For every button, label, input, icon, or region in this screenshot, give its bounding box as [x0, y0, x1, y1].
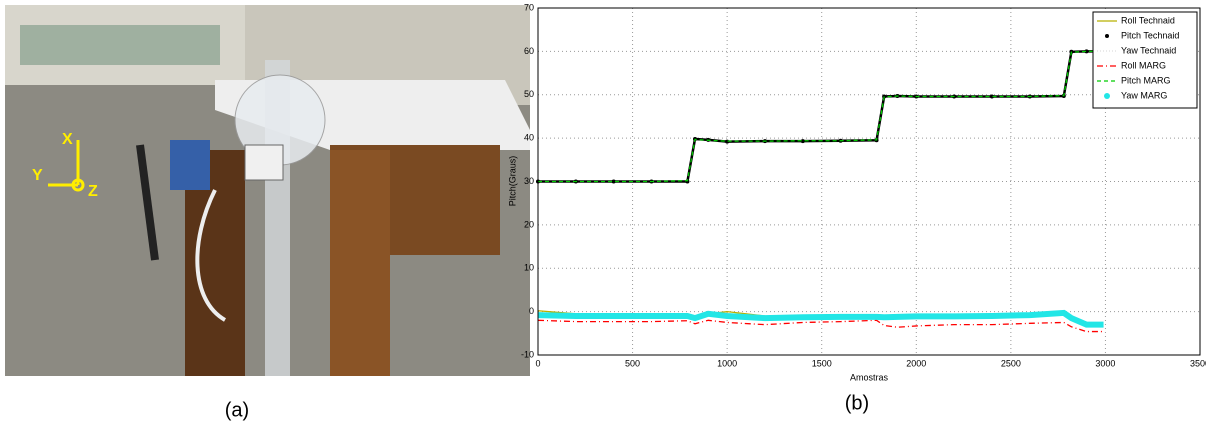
x-axis-label: Amostras [850, 372, 889, 382]
y-tick-label: -10 [521, 349, 534, 359]
caption: (a) [225, 399, 249, 421]
legend-swatch [1105, 34, 1109, 38]
window [20, 25, 220, 65]
y-tick-label: 10 [524, 263, 534, 273]
photo-label: Y [32, 167, 43, 184]
photo: X Y Z [5, 5, 530, 376]
legend-swatch [1104, 93, 1110, 99]
y-tick-label: 30 [524, 176, 534, 186]
table-leg [330, 150, 390, 376]
x-tick-label: 0 [535, 358, 540, 368]
x-tick-label: 2500 [1001, 358, 1021, 368]
y-tick-label: 40 [524, 133, 534, 143]
y-axis-label: Pitch(Graus) [507, 156, 517, 207]
x-tick-label: 1000 [717, 358, 737, 368]
y-tick-label: 0 [529, 306, 534, 316]
x-tick-label: 500 [625, 358, 640, 368]
x-tick-label: 2000 [906, 358, 926, 368]
board [170, 140, 210, 190]
legend-label: Pitch MARG [1121, 75, 1171, 85]
x-tick-label: 3000 [1095, 358, 1115, 368]
y-tick-label: 20 [524, 219, 534, 229]
photo-label: X [62, 131, 73, 148]
sensor [245, 145, 283, 180]
legend-label: Roll Technaid [1121, 15, 1175, 25]
y-tick-label: 70 [524, 2, 534, 12]
legend-label: Pitch Technaid [1121, 30, 1179, 40]
x-tick-label: 3500 [1190, 358, 1206, 368]
caption: (b) [845, 392, 869, 414]
y-tick-label: 50 [524, 89, 534, 99]
figure: X Y Z (a) (b) Amostras Pitch(Graus) 0500… [0, 0, 1206, 430]
legend-label: Roll MARG [1121, 60, 1166, 70]
photo-label: Z [88, 183, 98, 200]
y-tick-label: 60 [524, 46, 534, 56]
legend-label: Yaw Technaid [1121, 45, 1176, 55]
x-tick-label: 1500 [812, 358, 832, 368]
legend-label: Yaw MARG [1121, 90, 1167, 100]
